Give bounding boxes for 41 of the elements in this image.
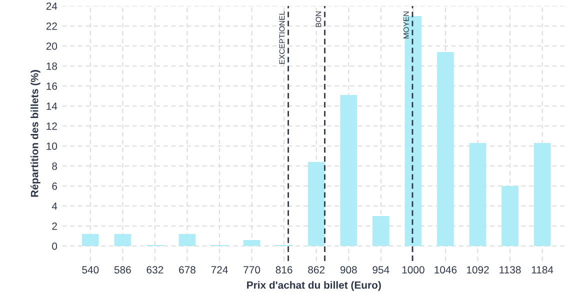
bar — [372, 216, 390, 246]
x-tick-label: 908 — [340, 266, 357, 274]
y-tick-label: 12 — [46, 122, 57, 130]
x-tick-label: 586 — [114, 266, 131, 274]
x-tick-label: 1046 — [434, 266, 457, 274]
y-tick-label: 4 — [52, 202, 58, 210]
y-tick-label: 14 — [46, 102, 58, 110]
x-tick-label: 632 — [146, 266, 164, 274]
bar — [114, 234, 132, 246]
bar — [308, 162, 325, 246]
x-axis-title: Prix d'achat du billet (Euro) — [247, 281, 381, 291]
bar — [469, 143, 486, 246]
bar — [178, 234, 196, 246]
x-tick-label: 724 — [211, 266, 228, 274]
y-tick-label: 16 — [46, 82, 57, 90]
x-tick-label: 540 — [82, 266, 99, 274]
x-tick-label: 1000 — [402, 266, 424, 274]
y-tick-label: 20 — [46, 42, 58, 50]
y-tick-label: 24 — [46, 2, 58, 10]
bar — [340, 95, 358, 246]
y-tick-label: 6 — [52, 182, 57, 190]
y-tick-label: 8 — [52, 162, 57, 170]
y-tick-label: 0 — [52, 242, 58, 250]
x-tick-label: 1184 — [532, 266, 554, 274]
y-tick-label: 18 — [46, 62, 58, 70]
bar — [502, 186, 518, 246]
x-tick-label: 816 — [276, 266, 292, 274]
x-tick-label: 770 — [244, 266, 260, 274]
x-tick-label: 862 — [308, 266, 325, 274]
y-tick-label: 2 — [52, 222, 57, 230]
y-tick-label: 22 — [46, 22, 57, 30]
x-tick-label: 954 — [372, 266, 390, 274]
bar — [534, 143, 551, 246]
y-tick-label: 10 — [46, 142, 58, 150]
bar — [82, 234, 99, 246]
x-tick-label: 678 — [179, 266, 196, 274]
bar — [437, 52, 454, 246]
y-axis-title: Répartition des billets (%) — [30, 70, 40, 197]
x-tick-label: 1138 — [500, 266, 521, 274]
bar — [243, 240, 260, 246]
x-tick-label: 1092 — [466, 266, 489, 274]
